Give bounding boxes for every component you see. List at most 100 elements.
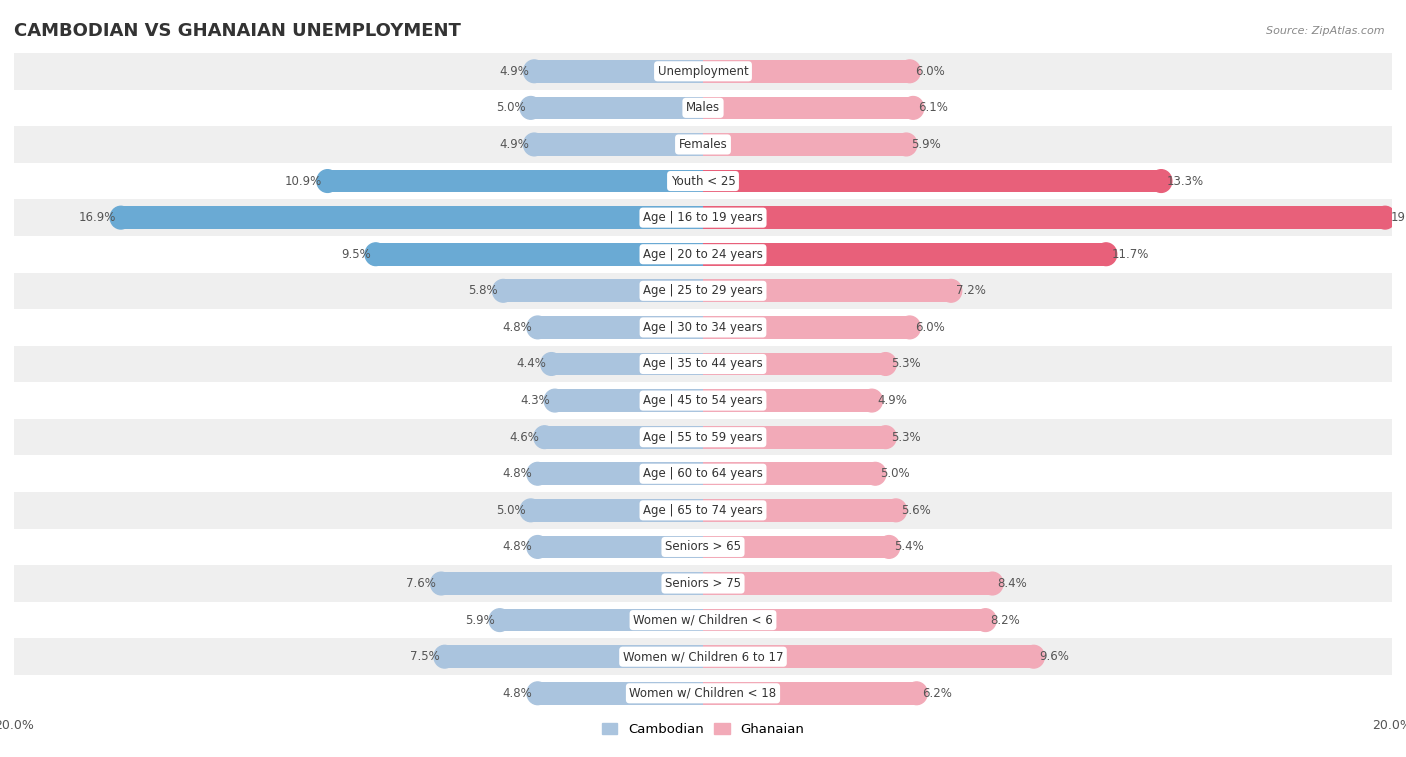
Text: Women w/ Children < 6: Women w/ Children < 6	[633, 614, 773, 627]
Text: 4.8%: 4.8%	[503, 687, 533, 699]
Bar	[328, 170, 703, 192]
Text: 7.6%: 7.6%	[406, 577, 436, 590]
Bar	[14, 163, 1392, 199]
Bar	[14, 199, 1392, 236]
Circle shape	[1024, 646, 1045, 668]
Bar	[499, 609, 703, 631]
Text: 5.8%: 5.8%	[468, 285, 498, 298]
Bar	[703, 170, 1161, 192]
Legend: Cambodian, Ghanaian: Cambodian, Ghanaian	[596, 718, 810, 741]
Circle shape	[903, 97, 924, 119]
Bar	[534, 60, 703, 83]
Bar	[703, 609, 986, 631]
Circle shape	[520, 499, 541, 522]
Text: Age | 55 to 59 years: Age | 55 to 59 years	[643, 431, 763, 444]
Bar	[14, 456, 1392, 492]
Text: Women w/ Children 6 to 17: Women w/ Children 6 to 17	[623, 650, 783, 663]
Text: 4.9%: 4.9%	[877, 394, 907, 407]
Circle shape	[527, 536, 548, 558]
Bar	[544, 426, 703, 448]
Bar	[703, 426, 886, 448]
Circle shape	[489, 609, 510, 631]
Circle shape	[1150, 170, 1171, 192]
Text: 9.5%: 9.5%	[340, 248, 371, 260]
Text: 16.9%: 16.9%	[79, 211, 115, 224]
Circle shape	[865, 463, 886, 485]
Text: 4.9%: 4.9%	[499, 65, 529, 78]
Text: 10.9%: 10.9%	[285, 175, 322, 188]
Circle shape	[366, 243, 387, 266]
Text: 9.6%: 9.6%	[1039, 650, 1069, 663]
Bar	[703, 646, 1033, 668]
Circle shape	[898, 316, 921, 338]
Text: 6.1%: 6.1%	[918, 101, 948, 114]
Text: 4.6%: 4.6%	[509, 431, 540, 444]
Circle shape	[523, 133, 546, 156]
Bar	[537, 536, 703, 558]
Text: Age | 65 to 74 years: Age | 65 to 74 years	[643, 504, 763, 517]
Text: 6.0%: 6.0%	[915, 65, 945, 78]
Bar	[537, 316, 703, 338]
Bar	[703, 463, 875, 485]
Text: CAMBODIAN VS GHANAIAN UNEMPLOYMENT: CAMBODIAN VS GHANAIAN UNEMPLOYMENT	[14, 22, 461, 40]
Bar	[703, 572, 993, 595]
Bar	[14, 419, 1392, 456]
Text: Source: ZipAtlas.com: Source: ZipAtlas.com	[1267, 26, 1385, 36]
Circle shape	[492, 279, 513, 302]
Text: 8.4%: 8.4%	[997, 577, 1028, 590]
Text: Youth < 25: Youth < 25	[671, 175, 735, 188]
Circle shape	[430, 572, 451, 595]
Text: 5.0%: 5.0%	[496, 504, 526, 517]
Bar	[534, 133, 703, 156]
Text: Age | 25 to 29 years: Age | 25 to 29 years	[643, 285, 763, 298]
Circle shape	[1375, 207, 1396, 229]
Bar	[703, 207, 1385, 229]
Text: 4.8%: 4.8%	[503, 540, 533, 553]
Circle shape	[898, 60, 921, 83]
Bar	[444, 646, 703, 668]
Text: 5.9%: 5.9%	[911, 138, 941, 151]
Bar	[441, 572, 703, 595]
Bar	[703, 389, 872, 412]
Text: 4.8%: 4.8%	[503, 467, 533, 480]
Circle shape	[434, 646, 456, 668]
Text: 5.4%: 5.4%	[894, 540, 924, 553]
Bar	[537, 682, 703, 705]
Circle shape	[534, 426, 555, 448]
Text: 13.3%: 13.3%	[1167, 175, 1204, 188]
Circle shape	[879, 536, 900, 558]
Bar	[503, 279, 703, 302]
Text: 4.3%: 4.3%	[520, 394, 550, 407]
Text: Age | 60 to 64 years: Age | 60 to 64 years	[643, 467, 763, 480]
Bar	[537, 463, 703, 485]
Bar	[14, 309, 1392, 346]
Bar	[121, 207, 703, 229]
Circle shape	[523, 60, 546, 83]
Text: Women w/ Children < 18: Women w/ Children < 18	[630, 687, 776, 699]
Text: Age | 16 to 19 years: Age | 16 to 19 years	[643, 211, 763, 224]
Circle shape	[905, 682, 927, 705]
Text: Seniors > 65: Seniors > 65	[665, 540, 741, 553]
Text: 5.6%: 5.6%	[901, 504, 931, 517]
Bar	[14, 89, 1392, 126]
Bar	[703, 682, 917, 705]
Bar	[14, 565, 1392, 602]
Text: 19.8%: 19.8%	[1391, 211, 1406, 224]
Circle shape	[896, 133, 917, 156]
Text: Seniors > 75: Seniors > 75	[665, 577, 741, 590]
Circle shape	[527, 316, 548, 338]
Circle shape	[527, 463, 548, 485]
Circle shape	[544, 389, 565, 412]
Bar	[555, 389, 703, 412]
Bar	[703, 243, 1107, 266]
Bar	[14, 638, 1392, 675]
Circle shape	[541, 353, 562, 375]
Bar	[14, 492, 1392, 528]
Text: Age | 45 to 54 years: Age | 45 to 54 years	[643, 394, 763, 407]
Text: 5.3%: 5.3%	[891, 431, 921, 444]
Text: 4.8%: 4.8%	[503, 321, 533, 334]
Bar	[703, 279, 950, 302]
Circle shape	[974, 609, 995, 631]
Bar	[551, 353, 703, 375]
Bar	[14, 273, 1392, 309]
